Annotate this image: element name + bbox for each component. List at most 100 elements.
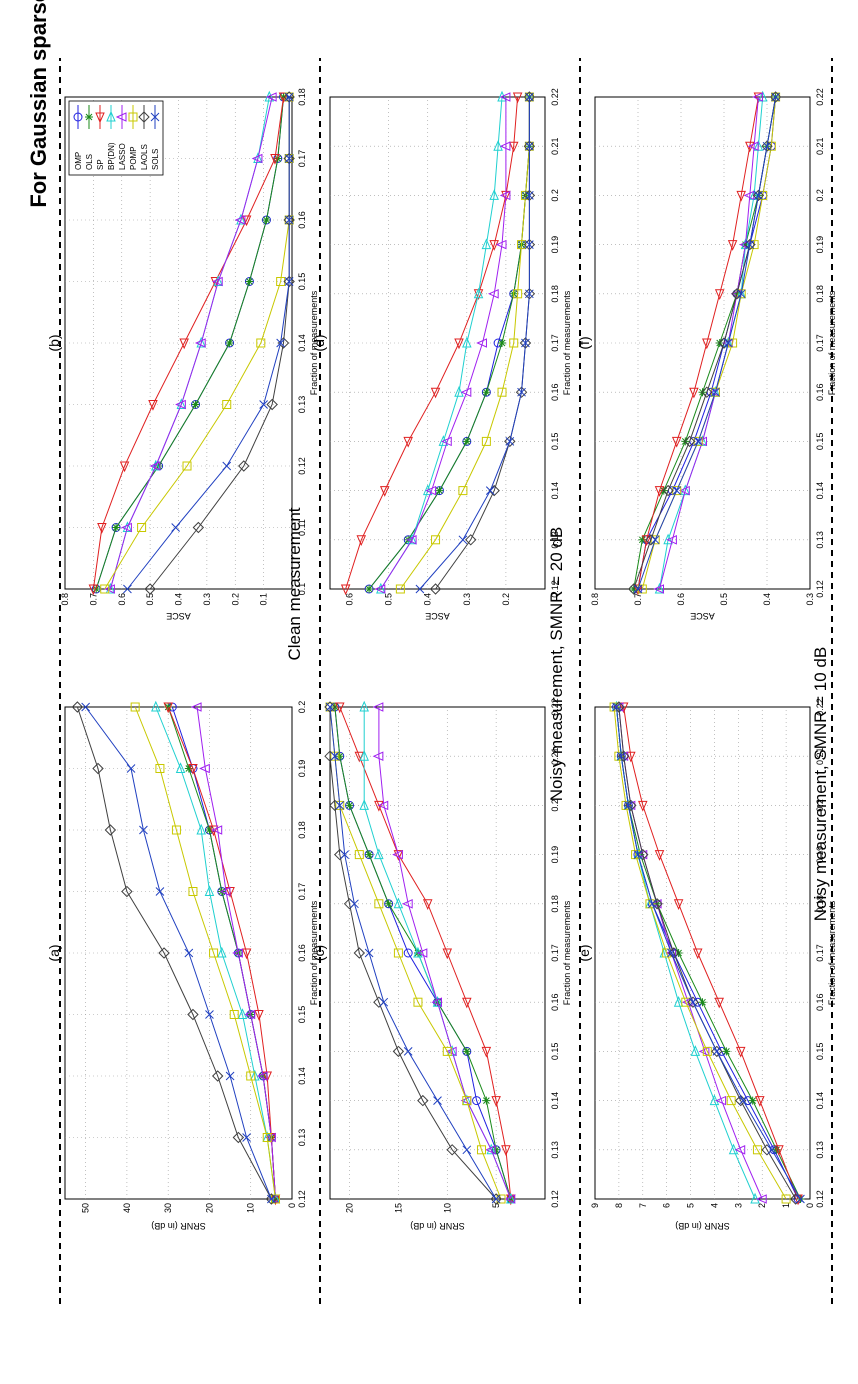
panel-label: (a) (46, 944, 62, 961)
data-point (104, 824, 117, 836)
data-point (771, 92, 780, 102)
data-point (711, 387, 720, 397)
x-tick-label: 0.21 (815, 137, 825, 155)
series-bp-dn- (376, 90, 507, 594)
data-point (454, 385, 464, 397)
data-point (256, 338, 266, 348)
x-tick-label: 0.15 (550, 1043, 560, 1061)
data-point (365, 850, 374, 859)
series-sols (415, 92, 534, 594)
data-point (482, 1096, 491, 1105)
y-tick-label: 10 (246, 1203, 256, 1213)
legend-marker (128, 112, 138, 122)
data-point (509, 338, 519, 348)
series-sols (633, 92, 780, 594)
data-point (196, 823, 206, 835)
data-point (673, 899, 684, 911)
x-tick-label: 0.12 (815, 1190, 825, 1208)
data-point (496, 1194, 506, 1204)
x-tick-label: 0.14 (550, 1092, 560, 1110)
data-point (364, 948, 374, 958)
data-point (192, 521, 205, 534)
x-tick-label: 0.15 (297, 1006, 307, 1024)
data-point (262, 216, 271, 224)
x-tick-label: 0.17 (297, 883, 307, 901)
legend-label: OMP (74, 152, 83, 170)
y-tick-label: 0.3 (202, 593, 212, 606)
data-point (374, 584, 386, 594)
x-axis-label: Fraction of measurements (309, 900, 319, 1005)
x-tick-label: 0.12 (815, 580, 825, 598)
data-point (112, 523, 121, 532)
y-tick-label: 9 (590, 1203, 600, 1208)
legend-label: SOLS (151, 149, 160, 170)
data-point (796, 1194, 805, 1204)
data-point (458, 535, 468, 545)
data-point (523, 189, 536, 202)
data-point (519, 337, 532, 349)
data-point (330, 751, 340, 761)
data-point (525, 191, 534, 200)
data-point (650, 535, 660, 545)
data-point (491, 1096, 501, 1107)
data-point (276, 338, 286, 348)
data-point (345, 801, 354, 810)
data-point (405, 535, 417, 545)
series-line (76, 706, 272, 1200)
data-point (359, 749, 369, 761)
y-tick-label: 0 (287, 1203, 297, 1208)
y-tick-label: 10 (442, 1203, 452, 1213)
x-tick-label: 0.15 (297, 273, 307, 291)
data-point (738, 1096, 748, 1105)
y-tick-label: 5 (491, 1203, 501, 1208)
series-line (134, 706, 276, 1200)
data-point (690, 1045, 701, 1056)
data-point (654, 582, 665, 594)
data-point (187, 1008, 199, 1021)
row-label-20db: Noisy measurement, SMNR = 20 dB (547, 527, 566, 801)
data-point (236, 213, 246, 225)
x-tick-label: 0.17 (550, 944, 560, 962)
data-point (462, 336, 472, 348)
data-point (148, 400, 158, 411)
data-point (645, 899, 655, 909)
data-point (689, 387, 699, 399)
series-line (109, 96, 273, 590)
data-point (631, 850, 641, 860)
x-tick-label: 0.13 (297, 1129, 307, 1147)
data-point (431, 535, 441, 545)
x-tick-label: 0.2 (815, 189, 825, 202)
data-point (633, 850, 643, 859)
chart-panel-e: 0.12 0.13 0.14 0.15 0.16 0.17 0.18 0.19 0.2 0.21 0… (576, 698, 837, 1231)
data-point (513, 289, 523, 299)
y-tick-label: 4 (709, 1203, 719, 1208)
chart-panel-b: 0.1 0.11 0.12 0.13 0.14 0.15 0.16 0.17 0.18 0.1 0.… (46, 88, 319, 621)
data-point (489, 240, 499, 251)
data-point (495, 239, 507, 250)
data-point (752, 92, 763, 102)
x-tick-label: 0.19 (550, 236, 560, 254)
data-point (377, 800, 389, 811)
x-tick-label: 0.19 (550, 846, 560, 864)
data-point (254, 1010, 264, 1021)
data-point (403, 436, 413, 448)
data-point (416, 948, 428, 958)
y-axis-label: ASCE (425, 611, 450, 621)
data-point (740, 238, 751, 250)
data-point (372, 751, 384, 761)
y-tick-label: 5 (686, 1203, 696, 1208)
x-tick-label: 0.13 (550, 1141, 560, 1159)
x-tick-label: 0.19 (815, 236, 825, 254)
data-point (681, 997, 693, 1007)
data-point (433, 1096, 442, 1105)
row-label-10db: Noisy measurement, SMNR = 10 dB (811, 647, 830, 921)
data-point (121, 885, 133, 898)
legend-marker (115, 112, 127, 122)
y-tick-label: 0.8 (60, 593, 70, 606)
x-tick-label: 0.22 (550, 88, 560, 106)
data-point (671, 436, 682, 448)
data-point (190, 702, 202, 712)
y-tick-label: 0.7 (88, 593, 98, 606)
data-point (222, 461, 232, 471)
y-tick-label: 0.5 (719, 593, 729, 606)
